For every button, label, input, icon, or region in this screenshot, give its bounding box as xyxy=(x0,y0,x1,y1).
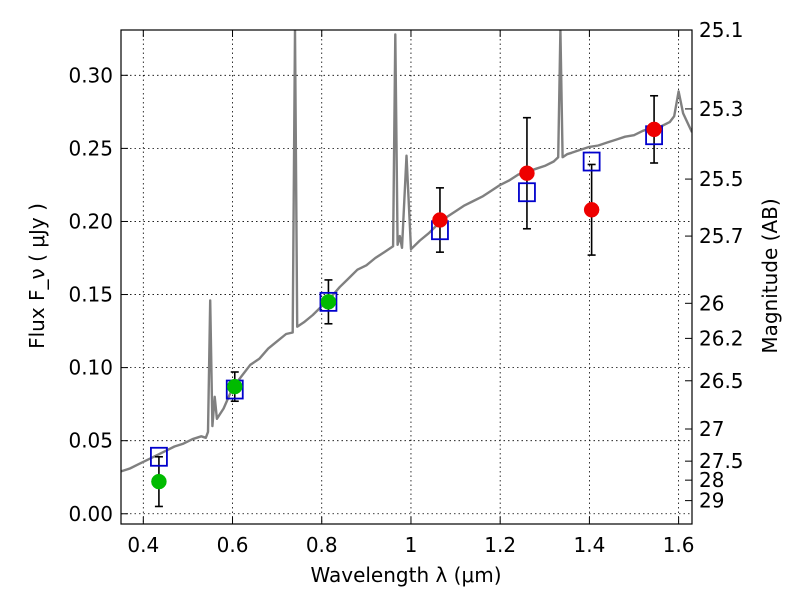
model-photometry-square xyxy=(319,291,338,312)
data-point xyxy=(432,212,448,228)
y2-tick-label: 27 xyxy=(699,417,724,441)
y2-tick-label: 26 xyxy=(699,291,724,315)
y2-tick-label: 25.3 xyxy=(699,97,744,121)
y2-tick-label: 26.2 xyxy=(699,326,744,350)
y2-tick-label: 25.1 xyxy=(699,18,744,42)
x-tick-label: 1.6 xyxy=(663,533,695,557)
tick-labels: 0.4 0.6 0.8 1 1.2 1.4 1.6 0.00 0.05 0.10 0.15 0.20 0… xyxy=(68,18,743,557)
y-tick-label: 0.30 xyxy=(68,63,113,87)
spectrum-line xyxy=(121,30,692,473)
x-tick-label: 0.8 xyxy=(306,533,338,557)
y2-tick-label: 25.5 xyxy=(699,167,744,191)
data-point xyxy=(320,294,337,310)
y-tick-label: 0.05 xyxy=(68,429,113,453)
y-tick-label: 0.15 xyxy=(68,283,113,307)
y-axis-title: Flux F_ν ( μJy ) xyxy=(25,203,49,349)
plot-frame xyxy=(120,29,693,525)
grid-lines xyxy=(121,30,692,524)
x-tick-label: 0.4 xyxy=(127,533,159,557)
y-tick-label: 0.25 xyxy=(68,136,113,160)
data-point xyxy=(583,202,600,218)
x-tick-label: 1.4 xyxy=(573,533,605,557)
axes xyxy=(120,29,693,525)
y2-tick-label: 28 xyxy=(699,468,724,492)
y2-axis-title: Magnitude (AB) xyxy=(758,198,782,353)
data-point xyxy=(227,378,243,395)
x-tick-label: 1 xyxy=(405,533,418,557)
y2-tick-label: 25.7 xyxy=(699,224,744,248)
model-photometry-square xyxy=(518,182,536,203)
y-tick-label: 0.20 xyxy=(68,209,113,233)
y2-tick-label: 29 xyxy=(699,489,724,513)
observed-photometry-markers xyxy=(151,121,662,490)
model-photometry-square xyxy=(582,151,601,172)
y2-tick-label: 27.5 xyxy=(699,449,744,473)
x-tick-label: 1.2 xyxy=(484,533,516,557)
y2-tick-label: 26.5 xyxy=(699,369,744,393)
y-tick-label: 0.00 xyxy=(68,502,113,526)
y-tick-label: 0.10 xyxy=(68,356,113,380)
data-point xyxy=(151,473,167,490)
data-point xyxy=(646,121,662,138)
x-tick-label: 0.6 xyxy=(217,533,249,557)
data-point xyxy=(519,165,535,181)
x-axis-title: Wavelength λ (μm) xyxy=(310,563,501,587)
model-photometry-square xyxy=(150,446,168,467)
spectrum-layer xyxy=(121,30,692,473)
